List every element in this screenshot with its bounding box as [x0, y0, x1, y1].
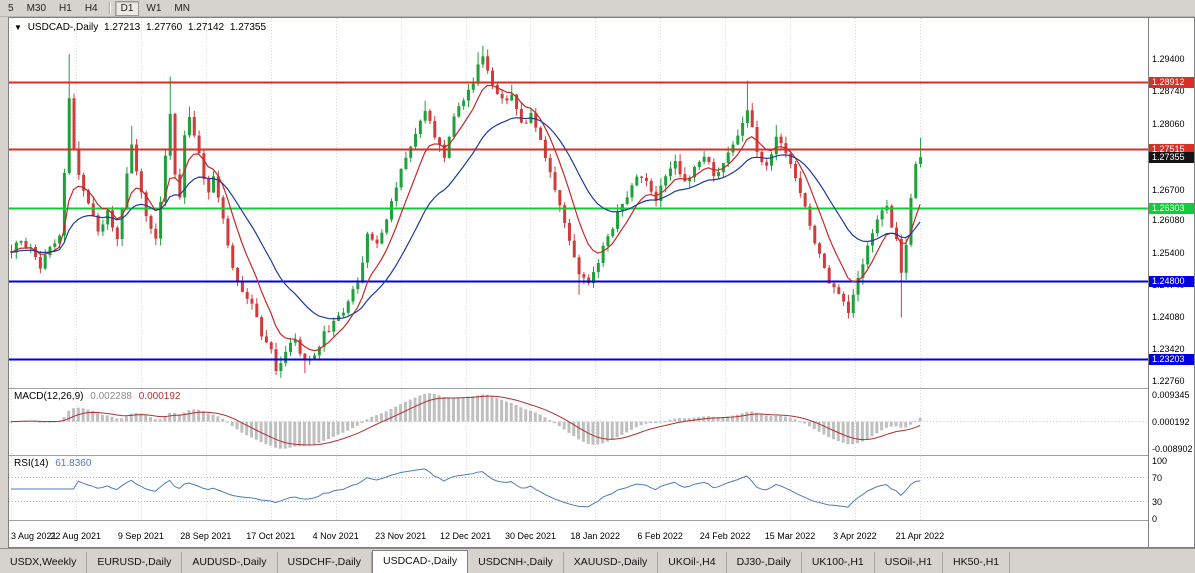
price-axis-label: 1.28740	[1152, 86, 1185, 96]
current-price-badge: 1.27355	[1149, 152, 1194, 164]
price-axis-label: 1.24080	[1152, 311, 1185, 322]
date-axis-label: 28 Sep 2021	[180, 531, 232, 541]
price-axis[interactable]: 1.294001.287401.280601.273801.267001.260…	[1148, 18, 1194, 547]
rsi-axis-label: 100	[1152, 456, 1168, 466]
chart-tab-eurusd-daily[interactable]: EURUSD-,Daily	[87, 552, 183, 573]
price-axis-label: 1.26080	[1152, 215, 1185, 225]
chart-tab-xauusd-daily[interactable]: XAUUSD-,Daily	[564, 552, 659, 573]
date-axis-label: 22 Aug 2021	[50, 531, 101, 541]
price-level-badge: 1.26303	[1149, 203, 1194, 215]
price-level-badge: 1.23203	[1149, 353, 1194, 365]
chart-tab-hk50-h1[interactable]: HK50-,H1	[943, 552, 1011, 573]
price-level-badge: 1.24800	[1149, 276, 1194, 288]
chart-tab-dj30-daily[interactable]: DJ30-,Daily	[727, 552, 802, 573]
date-axis-label: 30 Dec 2021	[504, 531, 557, 541]
rsi-axis-label: 70	[1152, 473, 1163, 484]
chart-tab-ukoil-h4[interactable]: UKOil-,H4	[658, 552, 727, 573]
price-level-badge: 1.28912	[1149, 76, 1194, 88]
timeframe-button-h4[interactable]: H4	[79, 1, 104, 16]
rsi-value: 61.8360	[55, 458, 92, 469]
date-axis-label: 9 Sep 2021	[117, 531, 164, 541]
timeframe-button-w1[interactable]: W1	[140, 1, 167, 16]
date-axis-label: 21 Apr 2022	[895, 531, 945, 541]
price-axis-label: 1.23420	[1152, 343, 1185, 354]
rsi-name: RSI(14)	[14, 458, 49, 469]
chart-title: ▼ USDCAD-,Daily 1.27213 1.27760 1.27142 …	[14, 22, 269, 33]
date-axis-label: 4 Nov 2021	[312, 531, 359, 541]
date-axis-label: 18 Jan 2022	[570, 531, 620, 541]
chart-tab-usdcad-daily[interactable]: USDCAD-,Daily	[372, 550, 469, 573]
timeframe-button-d1[interactable]: D1	[114, 0, 140, 16]
rsi-axis-label: 30	[1152, 496, 1163, 507]
price-chart-canvas[interactable]	[9, 18, 1148, 547]
ohlc-high: 1.27760	[145, 22, 183, 33]
macd-name: MACD(12,26,9)	[14, 391, 84, 402]
chart-tab-uk100-h1[interactable]: UK100-,H1	[802, 552, 875, 573]
date-axis-label: 3 Apr 2022	[833, 531, 877, 541]
price-axis-label: 1.22760	[1152, 375, 1185, 386]
chart-tabs-bar: USDX,Weekly EURUSD-,Daily AUDUSD-,Daily USD…	[0, 548, 1195, 573]
price-level-badge: 1.27515	[1149, 144, 1194, 156]
date-axis[interactable]: 3 Aug 2021 22 Aug 2021 9 Sep 2021 28 Sep 20…	[9, 521, 1148, 547]
chart-symbol-label: USDCAD-,Daily	[27, 22, 99, 33]
date-axis-label: 23 Nov 2021	[375, 531, 427, 541]
chart-tab-audusd-daily[interactable]: AUDUSD-,Daily	[182, 552, 278, 573]
macd-axis-label: 0.009345	[1152, 390, 1190, 400]
timeframe-button-mn[interactable]: MN	[168, 1, 196, 16]
date-axis-label: 15 Mar 2022	[764, 531, 816, 541]
chart-tab-usoil-h1[interactable]: USOil-,H1	[875, 552, 944, 573]
price-axis-label: 1.26700	[1152, 184, 1185, 195]
timeframe-button-5[interactable]: 5	[2, 1, 20, 16]
price-axis-label: 1.25400	[1152, 247, 1185, 258]
date-axis-label: 24 Feb 2022	[699, 531, 751, 541]
chart-tab-usdx-weekly[interactable]: USDX,Weekly	[0, 552, 88, 573]
chart-tab-usdcnh-daily[interactable]: USDCNH-,Daily	[468, 552, 564, 573]
collapse-arrow-icon[interactable]: ▼	[14, 23, 22, 32]
macd-indicator-title: MACD(12,26,9) 0.002288 0.000192	[14, 391, 184, 402]
date-axis-label: 3 Aug 2021	[11, 531, 57, 541]
toolbar-separator	[108, 2, 111, 14]
price-axis-label: 1.29400	[1152, 54, 1185, 64]
ohlc-close: 1.27355	[229, 22, 267, 33]
rsi-axis-label: 0	[1152, 514, 1158, 524]
timeframe-toolbar: 5 M30 H1 H4 D1 W1 MN	[0, 0, 1195, 17]
price-axis-label: 1.28060	[1152, 118, 1185, 129]
macd-main-value: 0.002288	[90, 391, 132, 402]
ohlc-open: 1.27213	[104, 22, 141, 33]
chart-tab-usdchf-daily[interactable]: USDCHF-,Daily	[278, 552, 373, 573]
macd-axis-label: 0.000192	[1152, 417, 1190, 428]
macd-signal-value: 0.000192	[138, 391, 181, 402]
date-axis-label: 6 Feb 2022	[637, 531, 683, 541]
macd-axis-label: -0.008902	[1152, 444, 1193, 454]
date-axis-label: 17 Oct 2021	[246, 531, 296, 541]
rsi-indicator-title: RSI(14) 61.8360	[14, 458, 95, 469]
ohlc-low: 1.27142	[187, 22, 225, 33]
date-axis-label: 12 Dec 2021	[440, 531, 492, 541]
chart-window: ▼ USDCAD-,Daily 1.27213 1.27760 1.27142 …	[8, 17, 1195, 548]
timeframe-button-h1[interactable]: H1	[53, 1, 78, 16]
timeframe-button-m30[interactable]: M30	[21, 1, 52, 16]
